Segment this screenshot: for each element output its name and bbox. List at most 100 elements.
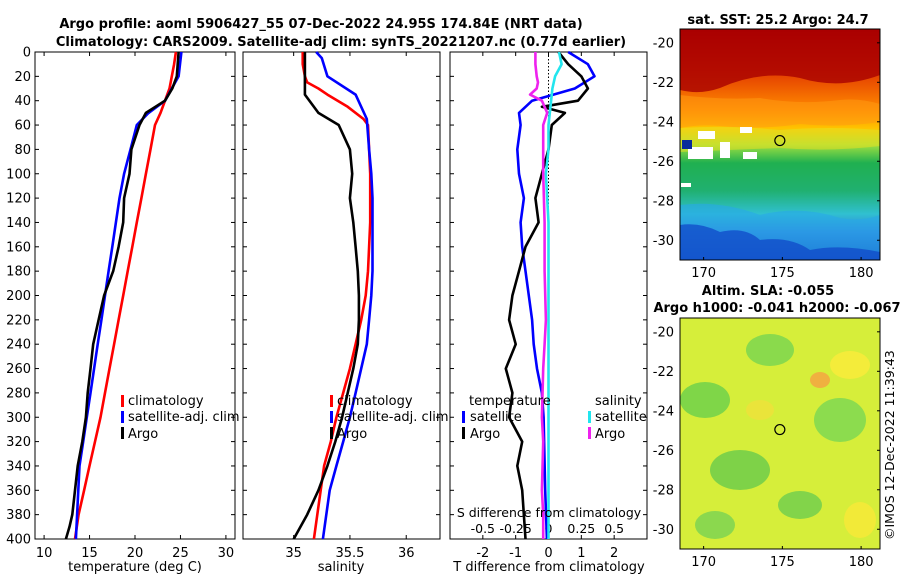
- y-tick-label: 260: [6, 362, 31, 377]
- sla-map-title-line1: Altim. SLA: -0.055: [702, 284, 834, 299]
- map-y-tick-label: -30: [653, 523, 674, 538]
- series-line-s-satellite: [544, 51, 563, 539]
- map-y-tick-label: -26: [653, 155, 674, 170]
- salinity-xlabel: salinity: [318, 560, 365, 575]
- x-tick-label: 2: [610, 546, 618, 561]
- series-line-satellite-adj-clim: [74, 51, 183, 540]
- temperature-axes-frame: [34, 51, 236, 540]
- series-line-climatology: [301, 52, 372, 540]
- y-tick-label: 380: [6, 508, 31, 523]
- y-tick-label: 80: [14, 143, 31, 158]
- legend-label-argo: Argo: [128, 427, 158, 442]
- salinity-axes-frame: [242, 51, 441, 540]
- map-x-tick-label: 180: [849, 555, 874, 570]
- legend-label-climatology: climatology: [128, 394, 204, 409]
- legend-label-t-satellite: satellite: [470, 410, 522, 425]
- y-tick-label: 320: [6, 435, 31, 450]
- x-tick-label: -2: [476, 546, 489, 561]
- temperature-xlabel: temperature (deg C): [68, 560, 202, 575]
- legend-label-climatology: climatology: [337, 394, 413, 409]
- map-y-tick-label: -28: [653, 483, 674, 498]
- legend-label-satellite: satellite-adj. clim: [128, 410, 240, 425]
- x-tick-label: 30: [218, 546, 235, 561]
- y-tick-label: 100: [6, 167, 31, 182]
- temperature-legend: climatology satellite-adj. clim Argo: [121, 394, 240, 442]
- sla-low-patch: [746, 334, 794, 366]
- map-y-tick-label: -20: [653, 36, 674, 51]
- sst-map-image: [680, 29, 880, 260]
- temperature-plot: 10 15 20 25 30: [35, 51, 235, 561]
- series-line-s-argo: [528, 52, 549, 539]
- y-tick-label: 200: [6, 289, 31, 304]
- top-x-tick-label: 0.5: [604, 521, 624, 536]
- y-tick-label: 300: [6, 411, 31, 426]
- legend-swatch-satellite: [121, 411, 124, 423]
- legend-swatch-argo: [121, 427, 124, 439]
- sla-low-patch: [814, 398, 866, 442]
- x-tick-label: 20: [127, 546, 144, 561]
- top-x-tick-label: 0.25: [567, 521, 595, 536]
- sla-high-patch: [810, 372, 830, 388]
- figure-title-line2: Climatology: CARS2009. Satellite-adj cli…: [56, 35, 626, 50]
- y-tick-label: 280: [6, 386, 31, 401]
- sst-cloud-gap: [720, 142, 730, 158]
- map-x-tick-label: 180: [849, 266, 874, 281]
- legend-label-satellite: satellite-adj. clim: [337, 410, 449, 425]
- sla-low-patch: [680, 382, 730, 418]
- y-tick-label: 140: [6, 216, 31, 231]
- series-line-argo: [292, 52, 361, 540]
- y-tick-label: 180: [6, 265, 31, 280]
- series-line-satellite-adj-clim: [315, 51, 374, 540]
- series-line-climatology: [73, 51, 178, 540]
- legend-swatch-climatology: [121, 395, 124, 407]
- map-y-tick-label: -28: [653, 194, 674, 209]
- sst-warm-patch: [680, 29, 880, 93]
- y-tick-label: 340: [6, 459, 31, 474]
- x-tick-label: 15: [81, 546, 98, 561]
- y-tick-label: 60: [14, 119, 31, 134]
- sst-blue-patch: [680, 224, 880, 260]
- sst-cloud-gap: [698, 131, 715, 139]
- legend-swatch-s-argo: [588, 427, 591, 439]
- sst-cloud-gap: [688, 147, 713, 159]
- legend-swatch-t-satellite: [462, 411, 465, 423]
- difference-legend: temperature satellite Argo salinity sate…: [462, 394, 647, 442]
- map-y-tick-label: -22: [653, 365, 674, 380]
- sla-map-image: [680, 318, 880, 549]
- sst-land-patch: [682, 140, 692, 149]
- sla-low-patch: [778, 491, 822, 519]
- sst-cloud-gap: [740, 127, 752, 133]
- legend-label-s-satellite: satellite: [595, 410, 647, 425]
- y-tick-label: 0: [23, 46, 31, 61]
- sla-map-axes: 170 175 180 -20 -22 -24 -26 -28 -30: [653, 325, 880, 570]
- top-x-tick-label: -0.25: [499, 521, 531, 536]
- sla-map-title-line2: Argo h1000: -0.041 h2000: -0.067: [653, 301, 900, 316]
- sst-cloud-gap: [743, 152, 757, 159]
- sst-cloud-gap: [681, 183, 691, 187]
- map-x-tick-label: 175: [770, 266, 795, 281]
- map-x-tick-label: 170: [691, 555, 716, 570]
- x-tick-label: 1: [577, 546, 585, 561]
- map-y-tick-label: -20: [653, 325, 674, 340]
- series-line-t-argo: [504, 51, 590, 540]
- copyright-timestamp: ©IMOS 12-Dec-2022 11:39:43: [882, 350, 897, 540]
- legend-swatch-satellite: [330, 411, 333, 423]
- y-tick-label: 160: [6, 240, 31, 255]
- x-tick-label: -1: [509, 546, 522, 561]
- map-y-tick-label: -24: [653, 404, 674, 419]
- sla-map-frame: [679, 317, 881, 550]
- legend-swatch-s-satellite: [588, 411, 591, 423]
- y-tick-label: 40: [14, 94, 31, 109]
- map-x-tick-label: 170: [691, 266, 716, 281]
- legend-title-salinity: salinity: [595, 394, 642, 409]
- top-x-tick-label: -0.5: [471, 521, 495, 536]
- sst-map-frame: [679, 28, 881, 261]
- map-x-tick-label: 175: [770, 555, 795, 570]
- sst-map-axes: 170 175 180 -20 -22 -24 -26 -28 -30: [653, 36, 880, 281]
- y-tick-label: 120: [6, 192, 31, 207]
- map-y-tick-label: -24: [653, 115, 674, 130]
- figure-title-line1: Argo profile: aoml 5906427_55 07-Dec-202…: [59, 17, 582, 32]
- legend-swatch-climatology: [330, 395, 333, 407]
